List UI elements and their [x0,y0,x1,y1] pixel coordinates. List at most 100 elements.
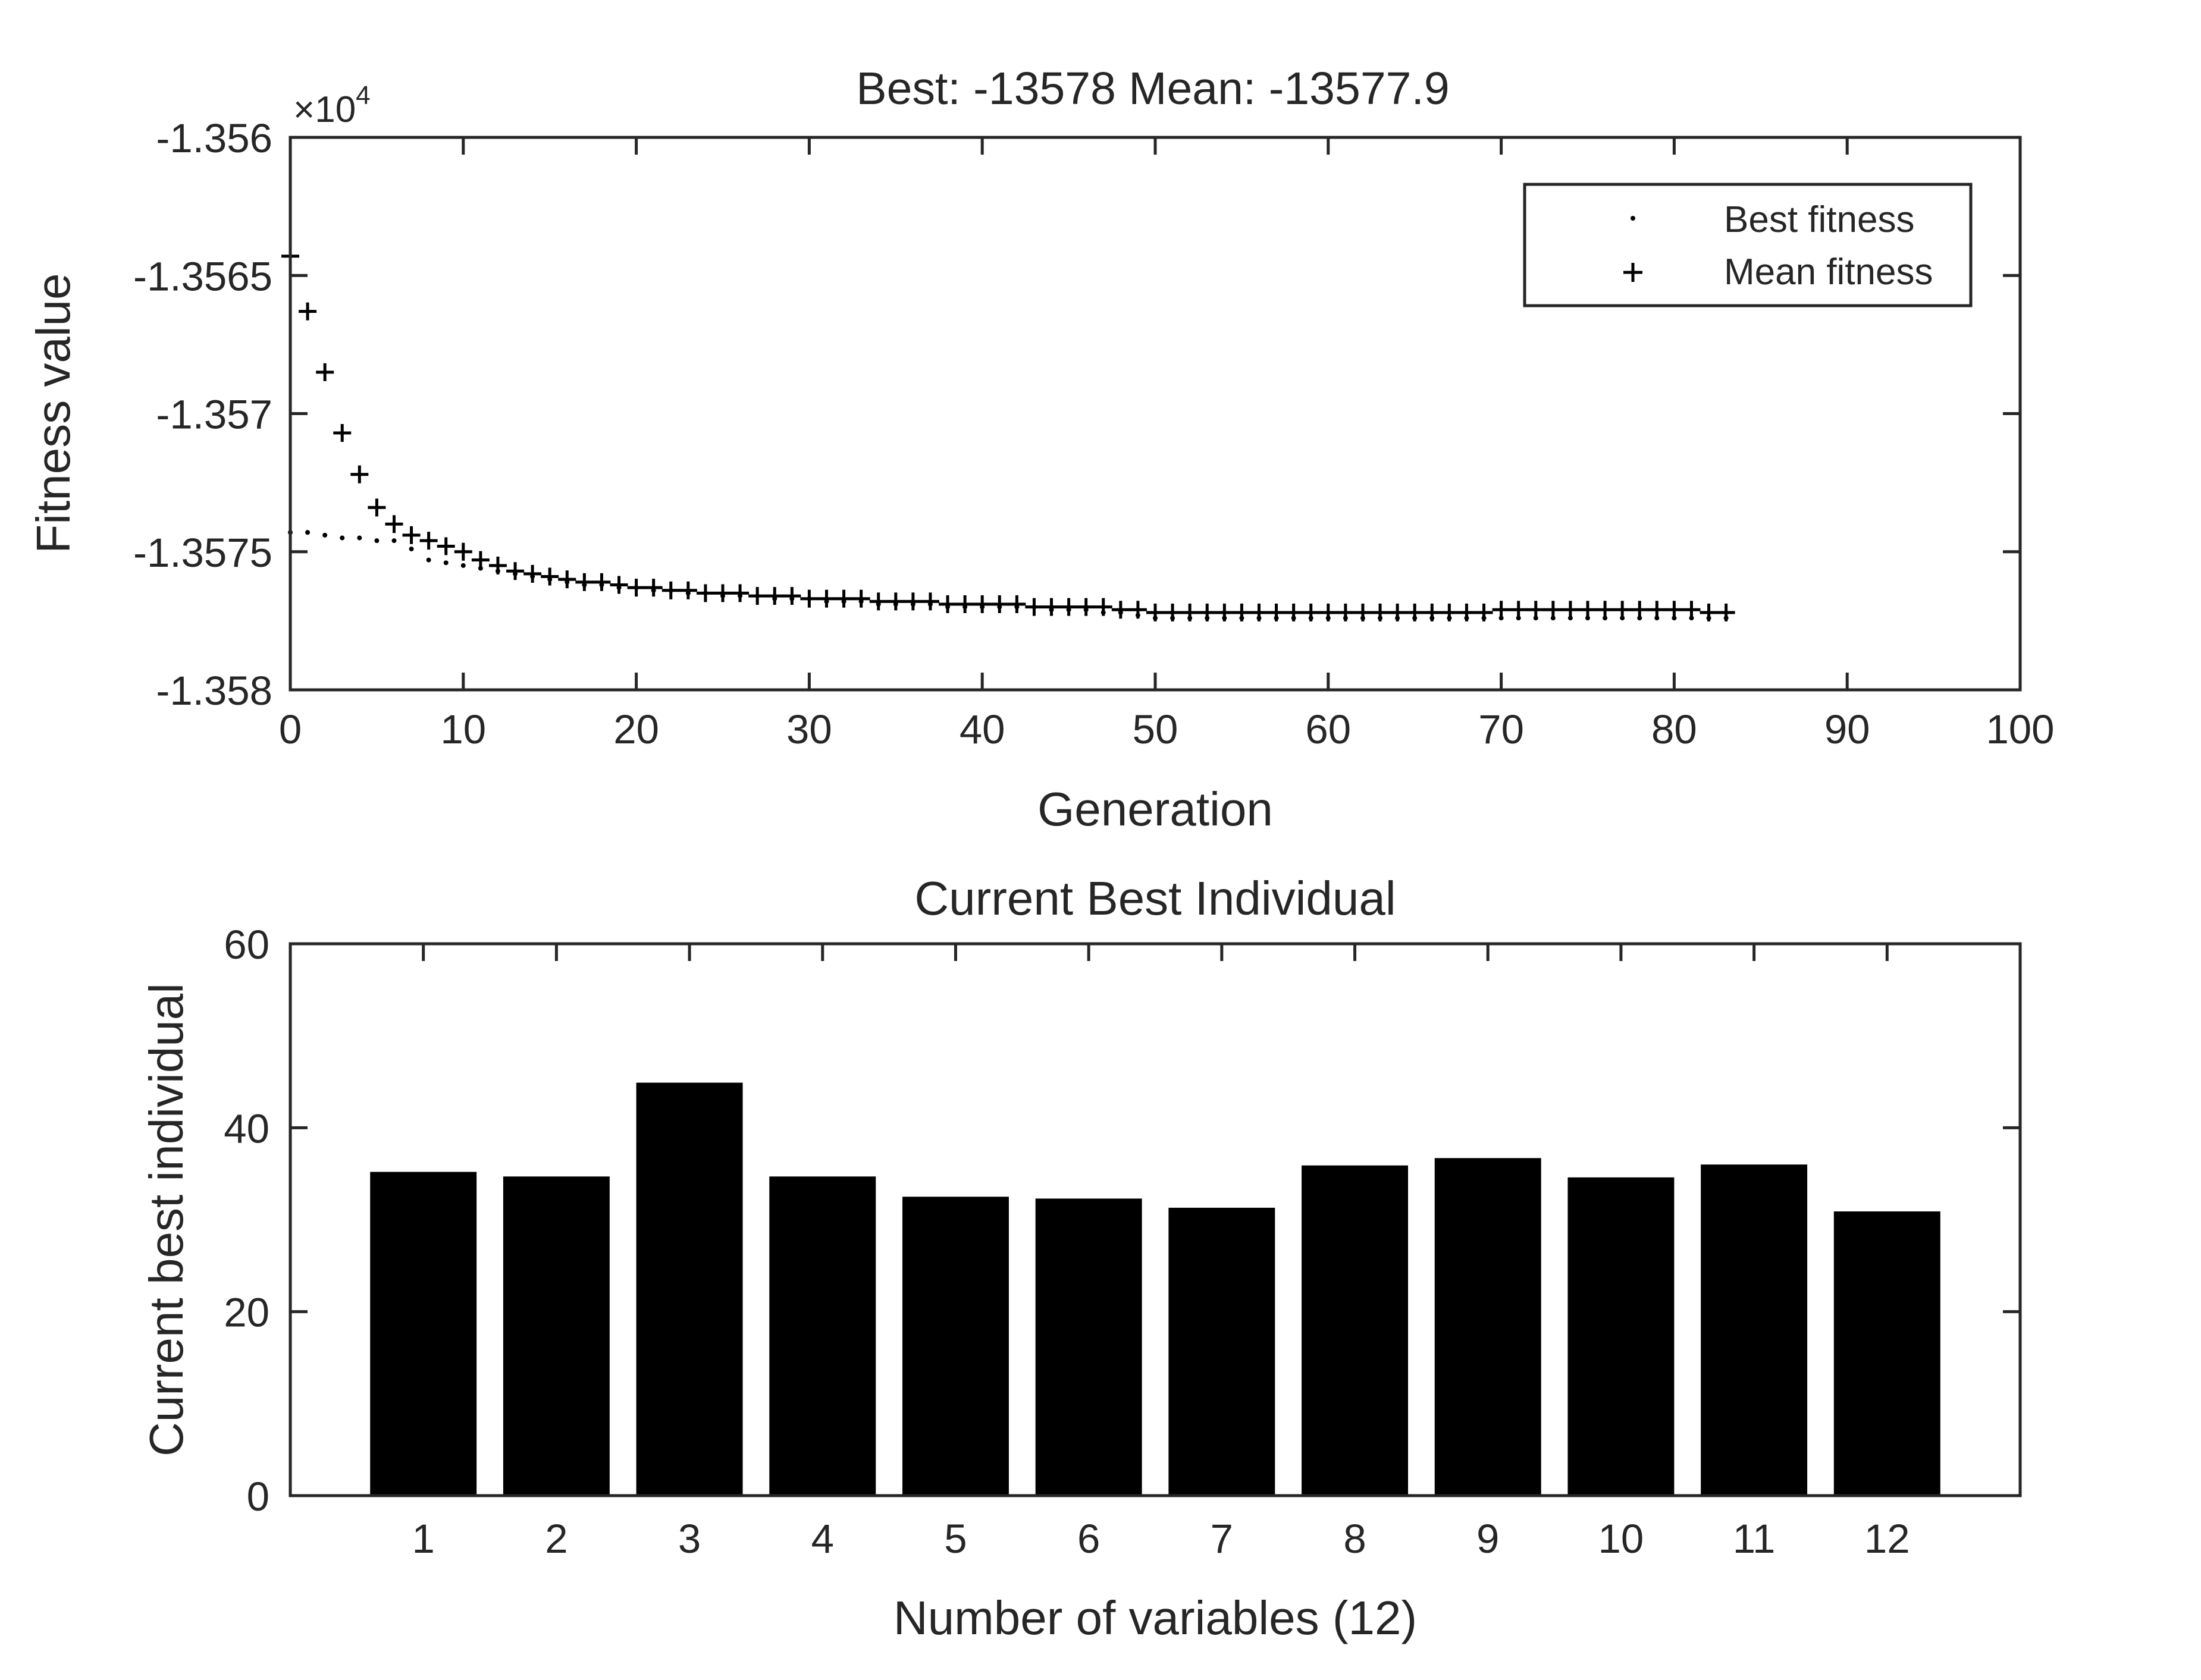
mean-fitness-point [1579,601,1597,619]
mean-fitness-point [1353,603,1372,621]
mean-fitness-point [523,564,542,583]
mean-fitness-point [575,573,594,591]
fitness-y-tick-label: -1.358 [156,668,272,714]
variable-x-tick-label: 7 [1211,1516,1233,1562]
mean-fitness-point [558,570,576,589]
variable-x-tick-label: 9 [1476,1516,1499,1562]
mean-fitness-point [385,515,403,533]
best-individual-y-tick-label: 60 [224,922,269,968]
variable-x-tick-label: 1 [412,1516,435,1562]
fitness-x-tick-label: 100 [1986,706,2054,752]
fitness-x-tick-label: 0 [279,706,302,752]
mean-fitness-point [1561,601,1579,619]
mean-fitness-point [1423,603,1441,621]
mean-fitness-point [610,576,628,594]
best-individual-bar [1434,1158,1541,1496]
mean-fitness-point [1717,603,1735,621]
variable-x-tick-label: 5 [944,1516,967,1562]
best-fitness-point [443,560,449,566]
mean-fitness-point [1544,601,1562,619]
mean-fitness-point [817,589,836,608]
best-individual-y-tick-label: 0 [247,1474,269,1519]
fitness-legend: Best fitness Mean fitness [1523,183,1973,307]
fitness-plot-xlabel: Generation [1037,783,1273,836]
mean-fitness-point [1077,598,1095,616]
mean-fitness-point [1613,601,1632,619]
fitness-plot-ticks: 0 10 20 30 40 50 60 70 80 90 100 -1.358 -1.3575 -1.35… [133,115,2055,752]
legend-best-fitness-label: Best fitness [1724,199,1914,240]
best-individual-axes-box [289,942,2022,1497]
best-individual-plot-title: Current Best Individual [914,872,1396,925]
fitness-x-tick-label: 90 [1824,706,1870,752]
mean-fitness-point [1371,603,1390,621]
fitness-plot-title: Best: -13578 Mean: -13577.9 [856,63,1449,114]
mean-fitness-point [921,592,939,611]
best-fitness-point [322,532,328,538]
mean-fitness-point [592,573,611,591]
mean-fitness-point [1406,603,1424,621]
mean-fitness-point [1215,603,1234,621]
mean-fitness-point [1700,603,1718,621]
mean-fitness-point [1181,603,1199,621]
best-individual-bar [370,1172,477,1496]
best-individual-bar [1567,1177,1675,1496]
fitness-x-tick-label: 40 [960,706,1005,752]
mean-fitness-point [852,589,870,608]
mean-fitness-point [1631,601,1649,619]
mean-fitness-point [1025,598,1043,616]
fitness-y-tick-label: -1.3575 [133,530,272,576]
mean-fitness-point [990,595,1009,614]
mean-fitness-point [783,587,801,605]
legend-best-fitness-marker [1631,216,1635,221]
fitness-y-tick-label: -1.3565 [133,253,272,299]
fitness-plot-ylabel: Fitness value [27,273,80,553]
best-fitness-point [305,530,311,535]
best-individual-bar [636,1082,743,1496]
fitness-x-tick-label: 20 [613,706,659,752]
mean-fitness-point [1164,603,1182,621]
best-individual-bar [769,1176,876,1496]
best-fitness-point [460,563,466,568]
mean-fitness-point [904,592,922,611]
mean-fitness-point [1111,601,1130,619]
mean-fitness-point [1665,601,1683,619]
fitness-plot: Best: -13578 Mean: -13577.9 0 10 20 30 40 50 6… [27,63,2055,836]
mean-fitness-point [714,584,732,602]
mean-fitness-point [402,526,421,544]
mean-fitness-point [419,532,438,550]
fitness-y-tick-label: -1.356 [156,115,272,161]
fitness-legend-box [1523,183,1973,307]
fitness-x-tick-label: 10 [440,706,486,752]
mean-fitness-point [696,584,714,602]
best-fitness-point [391,538,397,544]
best-individual-xlabel: Number of variables (12) [893,1591,1417,1644]
mean-fitness-point [368,498,386,517]
mean-fitness-point [1267,603,1286,621]
mean-fitness-point [1648,601,1666,619]
mean-fitness-point [800,589,819,608]
best-individual-bars [370,1082,1940,1496]
mean-fitness-point [973,595,992,614]
fitness-x-tick-label: 70 [1478,706,1524,752]
mean-fitness-point [1250,603,1268,621]
mean-fitness-point [1008,595,1026,614]
best-fitness-point [374,538,380,544]
mean-fitness-point [541,567,559,586]
best-individual-y-tick-label: 40 [224,1106,269,1151]
best-individual-bar [1833,1211,1940,1496]
fitness-x-tick-label: 50 [1133,706,1178,752]
best-individual-bar [1302,1165,1409,1496]
mean-fitness-point [333,424,352,442]
best-fitness-point [340,535,345,541]
variable-x-tick-label: 3 [678,1516,701,1562]
mean-fitness-point [1440,603,1459,621]
best-fitness-point [426,557,431,563]
mean-fitness-point [1388,603,1407,621]
variable-x-tick-label: 6 [1077,1516,1100,1562]
mean-fitness-point [1526,601,1545,619]
mean-fitness-point [1233,603,1251,621]
mean-fitness-point [1596,601,1614,619]
mean-fitness-point [1059,598,1078,616]
